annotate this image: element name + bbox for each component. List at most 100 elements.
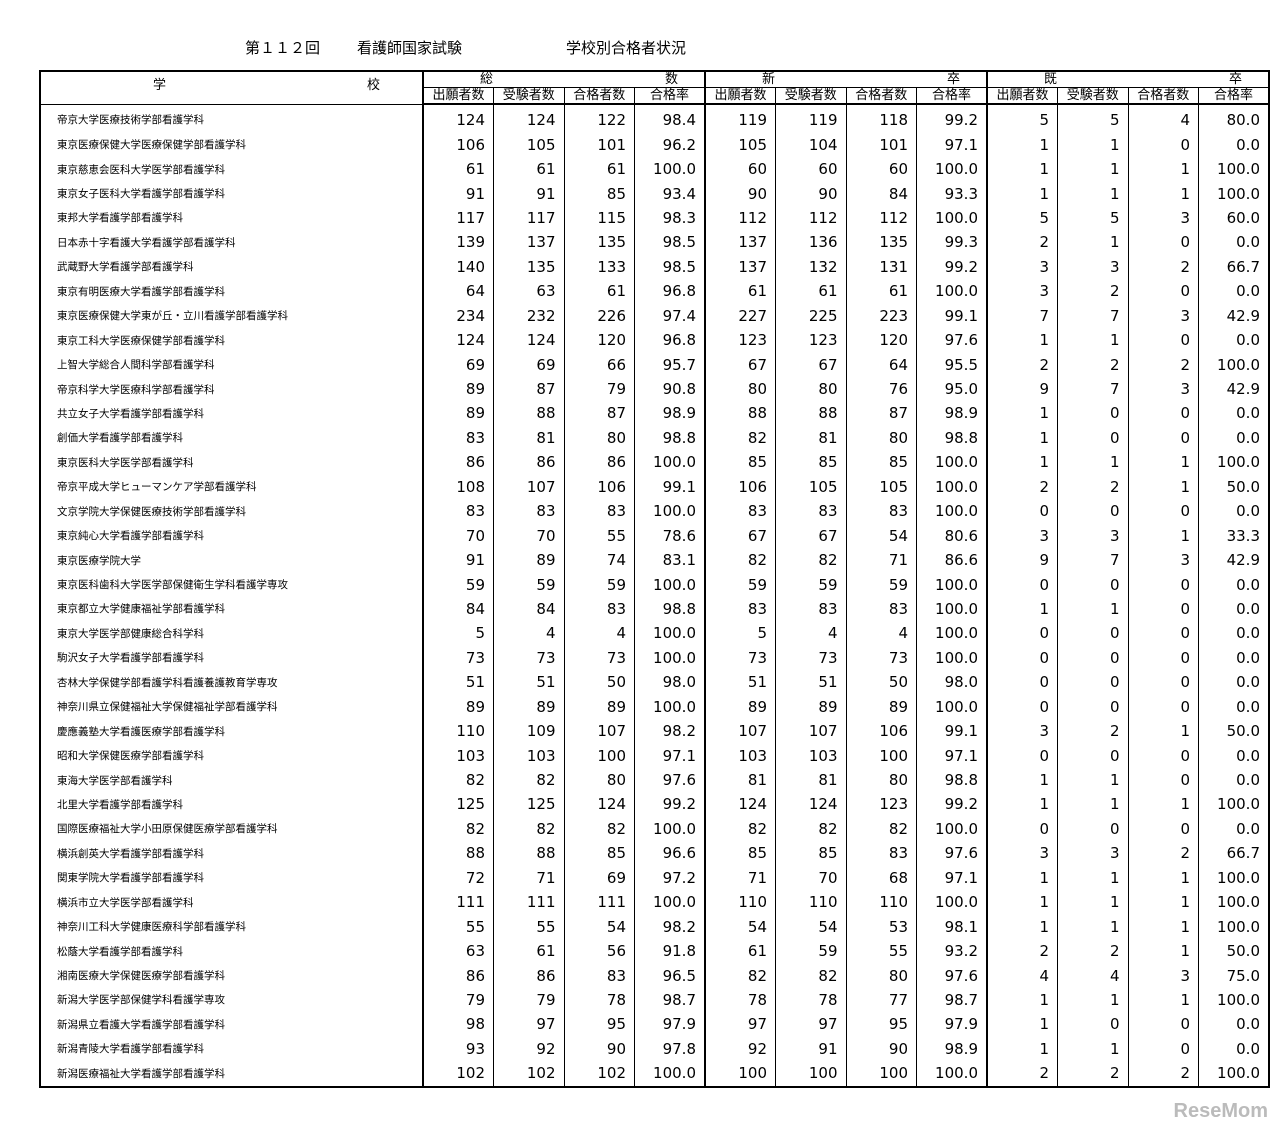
cell-value: 100.0 xyxy=(634,450,705,475)
cell-value: 54 xyxy=(704,914,776,939)
cell-value: 80 xyxy=(845,963,917,988)
cell-value: 112 xyxy=(775,205,846,231)
cell-value: 3 xyxy=(1127,547,1199,573)
column-header: 出願者数 xyxy=(422,87,494,105)
cell-value: 100.0 xyxy=(1198,1061,1269,1087)
cell-value: 64 xyxy=(845,352,917,377)
cell-value: 61 xyxy=(563,279,635,304)
cell-value: 139 xyxy=(422,230,494,255)
cell-value: 107 xyxy=(775,718,846,744)
table-row: 東京純心大学看護学部看護学科 70 70 55 78.6 67 67 54 80.6 3 3 1 33.… xyxy=(40,523,1269,548)
cell-value: 79 xyxy=(422,987,494,1013)
cell-value: 3 xyxy=(986,718,1058,744)
cell-value: 2 xyxy=(1127,841,1199,866)
cell-value: 82 xyxy=(845,816,917,842)
cell-value: 137 xyxy=(493,230,564,255)
cell-value: 104 xyxy=(775,132,846,157)
cell-value: 9 xyxy=(986,376,1058,402)
cell-value: 1 xyxy=(1127,474,1199,499)
cell-value: 0 xyxy=(986,743,1058,768)
cell-value: 100 xyxy=(704,1061,776,1087)
cell-value: 1 xyxy=(1057,865,1128,890)
cell-value: 0 xyxy=(1127,645,1199,671)
cell-value: 85 xyxy=(563,841,635,866)
cell-value: 88 xyxy=(493,841,564,866)
cell-value: 98.8 xyxy=(634,596,705,622)
cell-value: 70 xyxy=(493,523,564,548)
cell-value: 82 xyxy=(775,963,846,988)
cell-value: 106 xyxy=(563,474,635,499)
cell-value: 103 xyxy=(493,743,564,768)
cell-value: 67 xyxy=(704,523,776,548)
cell-value: 135 xyxy=(845,230,917,255)
cell-value: 75.0 xyxy=(1198,963,1269,988)
cell-value: 56 xyxy=(563,938,635,964)
cell-value: 1 xyxy=(1057,327,1128,353)
cell-value: 99.3 xyxy=(916,230,987,255)
cell-value: 1 xyxy=(1057,230,1128,255)
cell-value: 93.2 xyxy=(916,938,987,964)
cell-value: 99.2 xyxy=(634,792,705,817)
cell-value: 100.0 xyxy=(1198,890,1269,915)
table-row: 神奈川県立保健福祉大学保健福祉学部看護学科 89 89 89 100.0 89 89 89 10… xyxy=(40,694,1269,719)
cell-value: 61 xyxy=(775,279,846,304)
cell-value: 59 xyxy=(845,572,917,597)
cell-value: 0 xyxy=(1127,499,1199,524)
cell-value: 50 xyxy=(845,670,917,695)
cell-value: 61 xyxy=(493,156,564,182)
group-header: 既卒 xyxy=(986,71,1269,88)
cell-value: 78 xyxy=(704,987,776,1013)
school-name: 東京医療保健大学東が丘・立川看護学部看護学科 xyxy=(57,310,288,323)
cell-value: 112 xyxy=(845,205,917,231)
table-row: 新潟県立看護大学看護学部看護学科 98 97 95 97.9 97 97 95 97.9 1 0 0 0… xyxy=(40,1012,1269,1037)
cell-value: 1 xyxy=(1127,865,1199,890)
cell-value: 1 xyxy=(1057,596,1128,622)
cell-value: 100.0 xyxy=(916,621,987,646)
cell-value: 72 xyxy=(422,865,494,890)
cell-value: 0.0 xyxy=(1198,596,1269,622)
cell-value: 0 xyxy=(1127,621,1199,646)
cell-value: 0 xyxy=(1127,327,1199,353)
cell-value: 1 xyxy=(1127,987,1199,1013)
school-name: 新潟大学医学部保健学科看護学専攻 xyxy=(57,994,225,1007)
cell-value: 0.0 xyxy=(1198,743,1269,768)
school-name: 東京純心大学看護学部看護学科 xyxy=(57,530,204,543)
cell-value: 0 xyxy=(986,816,1058,842)
cell-value: 1 xyxy=(986,156,1058,182)
cell-value: 0 xyxy=(1057,572,1128,597)
cell-value: 100.0 xyxy=(916,279,987,304)
header-text: 既 xyxy=(1044,72,1058,87)
cell-value: 83 xyxy=(563,499,635,524)
cell-value: 60 xyxy=(775,156,846,182)
header-text: 校 xyxy=(367,78,381,93)
cell-value: 98.0 xyxy=(916,670,987,695)
cell-value: 120 xyxy=(845,327,917,353)
table-row: 松蔭大学看護学部看護学科 63 61 56 91.8 61 59 55 93.2 2 2 1 50.0 xyxy=(40,938,1269,964)
cell-value: 90 xyxy=(704,181,776,206)
cell-value: 54 xyxy=(563,914,635,939)
cell-value: 97.6 xyxy=(916,841,987,866)
cell-value: 97.6 xyxy=(916,327,987,353)
cell-value: 107 xyxy=(704,718,776,744)
table-row: 武蔵野大学看護学部看護学科 140 135 133 98.5 137 132 131 99.2 3… xyxy=(40,254,1269,280)
cell-value: 0 xyxy=(1057,621,1128,646)
cell-value: 42.9 xyxy=(1198,303,1269,328)
header-text: 数 xyxy=(664,72,678,87)
cell-value: 137 xyxy=(704,230,776,255)
table-row: 昭和大学保健医療学部看護学科 103 103 100 97.1 103 103 100 97.1… xyxy=(40,743,1269,768)
header-row: 出願者数 受験者数 合格者数 合格率 出願者数 受験者数 合格者数 合格率 出願者数 受験者数 合格… xyxy=(40,87,1269,105)
cell-value: 124 xyxy=(422,104,494,133)
cell-value: 135 xyxy=(563,230,635,255)
group-header: 新卒 xyxy=(704,71,987,88)
cell-value: 3 xyxy=(1057,841,1128,866)
cell-value: 100.0 xyxy=(1198,181,1269,206)
cell-value: 66 xyxy=(563,352,635,377)
cell-value: 0 xyxy=(1127,572,1199,597)
cell-value: 232 xyxy=(493,303,564,328)
cell-value: 0 xyxy=(1127,694,1199,719)
cell-value: 98.7 xyxy=(634,987,705,1013)
cell-value: 82 xyxy=(563,816,635,842)
cell-value: 0.0 xyxy=(1198,572,1269,597)
cell-value: 83 xyxy=(845,841,917,866)
header-text: 卒 xyxy=(1228,72,1242,87)
